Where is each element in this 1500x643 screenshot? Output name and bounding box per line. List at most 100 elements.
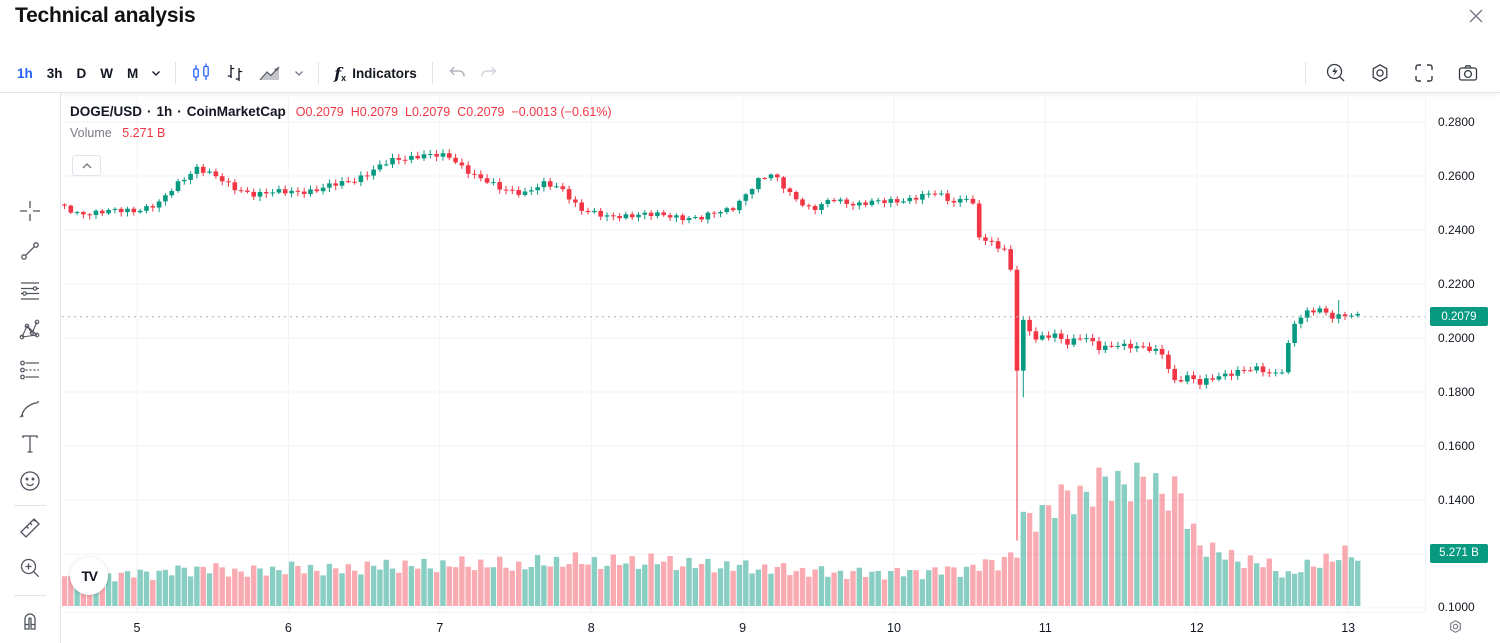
interval-m-button[interactable]: M (127, 65, 139, 81)
magnet-icon[interactable] (16, 606, 44, 634)
volume-bar (257, 568, 263, 606)
symbol-source: CoinMarketCap (186, 104, 286, 119)
undo-icon[interactable] (441, 59, 473, 87)
long-short-position-icon[interactable] (16, 356, 44, 384)
candle-body (743, 194, 749, 201)
text-tool-icon[interactable] (16, 430, 44, 458)
candle-body (547, 181, 553, 187)
candle-body (812, 206, 818, 210)
symbol-name[interactable]: DOGE/USD (70, 104, 143, 119)
interval-w-button[interactable]: W (100, 65, 114, 81)
volume-bar (1039, 505, 1045, 606)
candle-body (150, 206, 156, 208)
candle-body (730, 208, 736, 211)
candle-body (276, 189, 282, 193)
candle-body (793, 192, 799, 200)
volume-bar (1121, 484, 1127, 606)
volume-bar (1260, 567, 1266, 606)
volume-bar (1178, 493, 1184, 606)
volume-bar (295, 566, 301, 606)
zoom-in-icon[interactable] (16, 554, 44, 582)
volume-bar (1285, 571, 1291, 606)
candle-body (182, 179, 187, 182)
area-chart-type-icon[interactable] (252, 59, 288, 87)
volume-bar (276, 570, 282, 606)
candle-body (245, 190, 250, 192)
volume-bar (875, 571, 881, 606)
interval-d-button[interactable]: D (76, 65, 87, 81)
candle-body (62, 204, 67, 206)
volume-bar (787, 575, 793, 606)
volume-bar (522, 569, 528, 606)
candle-body (156, 201, 162, 208)
bars-chart-type-icon[interactable] (218, 59, 252, 87)
volume-bar (1033, 531, 1039, 606)
price-chart[interactable] (62, 95, 1425, 612)
tradingview-logo[interactable]: TV (70, 557, 108, 595)
volume-bar (894, 567, 900, 606)
interval-chevron-down-icon[interactable] (145, 59, 167, 87)
candle-body (604, 215, 610, 217)
volume-bar (736, 564, 743, 606)
symbol-interval[interactable]: 1h (156, 104, 173, 119)
candle-body (516, 190, 521, 195)
quick-search-icon[interactable] (1314, 59, 1358, 87)
volume-label[interactable]: Volume (70, 126, 112, 140)
legend-collapse-button[interactable] (72, 155, 101, 176)
close-icon[interactable] (1462, 2, 1490, 30)
candle-body (1052, 333, 1058, 338)
candle-body (484, 178, 490, 183)
xabcd-pattern-icon[interactable] (16, 316, 44, 344)
volume-bar (213, 563, 219, 606)
candle-body (1197, 379, 1203, 385)
settings-gear-icon[interactable] (1358, 59, 1402, 87)
price-axis-label: 0.2200 (1438, 277, 1475, 291)
crosshair-icon[interactable] (16, 197, 44, 225)
trend-line-icon[interactable] (16, 237, 44, 265)
volume-bar (345, 564, 351, 606)
candle-body (1103, 345, 1108, 350)
chart-type-chevron-down-icon[interactable] (288, 59, 310, 87)
candle-body (1260, 366, 1266, 373)
candle-body (1039, 335, 1045, 340)
candle-body (737, 200, 742, 211)
axis-corner (1425, 612, 1500, 643)
interval-1h-button[interactable]: 1h (17, 65, 33, 81)
fib-retracement-icon[interactable] (16, 277, 44, 305)
axis-settings-gear-icon[interactable] (1447, 618, 1464, 635)
volume-bar (446, 566, 452, 606)
volume-bar (200, 566, 206, 606)
candle-body (768, 174, 774, 179)
measure-ruler-icon[interactable] (16, 514, 44, 542)
candle-body (850, 203, 856, 206)
candle-body (377, 164, 383, 170)
camera-icon[interactable] (1446, 59, 1490, 87)
volume-bar (333, 568, 339, 606)
candle-body (951, 200, 957, 203)
low-value: L0.2079 (405, 105, 451, 119)
volume-bar (818, 566, 825, 606)
candle-body (573, 199, 578, 203)
volume-bar (1184, 528, 1190, 606)
price-axis-label: 0.1600 (1438, 439, 1475, 453)
volume-bar (793, 571, 799, 606)
close-value: C0.2079 (457, 105, 505, 119)
volume-bar (408, 566, 415, 606)
brush-icon[interactable] (16, 393, 44, 421)
candles-chart-type-icon[interactable] (184, 59, 218, 87)
candle-body (87, 214, 92, 216)
time-axis[interactable]: 5 6 7 8 9 10 11 12 13 (62, 612, 1425, 643)
candle-body (1292, 323, 1297, 343)
fullscreen-icon[interactable] (1402, 59, 1446, 87)
interval-3h-button[interactable]: 3h (46, 65, 63, 81)
candle-body (1002, 248, 1007, 250)
volume-bar (743, 560, 749, 606)
emoji-icon[interactable] (16, 467, 44, 495)
price-axis[interactable]: 0.2800 0.2600 0.2400 0.2200 0.2000 0.1800 0.16… (1425, 95, 1500, 614)
candle-body (295, 190, 301, 192)
candle-body (314, 189, 320, 192)
volume-bar (1064, 490, 1071, 606)
candle-body (1065, 339, 1070, 345)
redo-icon[interactable] (473, 59, 505, 87)
